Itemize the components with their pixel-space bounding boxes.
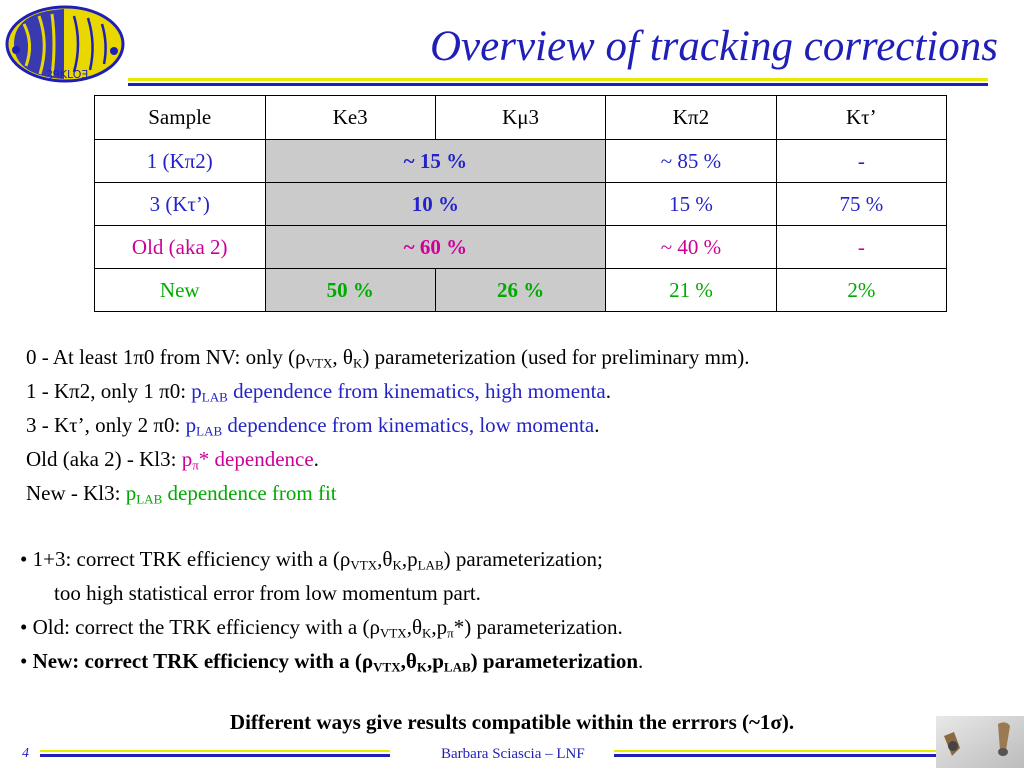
ktau-cell: 2% [775,268,948,312]
table-header-row: Sample Ke3 Kμ3 Kπ2 Kτ’ [94,95,948,140]
ktau-cell: 75 % [775,182,948,226]
title-rule [128,78,988,86]
results-table: Sample Ke3 Kμ3 Kπ2 Kτ’ 1 (Kπ2) ~ 15 % ~ … [94,95,948,312]
note-1: 1 - Kπ2, only 1 π0: pLAB dependence from… [26,379,611,405]
ktau-cell: - [775,225,948,269]
row-label: 1 (Kπ2) [94,139,266,183]
conclusion: Different ways give results compatible w… [229,710,795,734]
note-3: 3 - Kτ’, only 2 π0: pLAB dependence from… [26,413,600,439]
kpi2-cell: ~ 40 % [605,225,777,269]
table-row: New 50 % 26 % 21 % 2% [94,268,948,312]
page-number: 4 [22,746,29,761]
footer-rule-left [40,750,390,758]
bullet-2: • Old: correct the TRK efficiency with a… [20,615,623,641]
kloe-detector-icon [936,716,1024,768]
table-row: 1 (Kπ2) ~ 15 % ~ 85 % - [94,139,948,183]
kloe-logo-icon: ȜᑫKLOƎ [5,5,125,83]
ke3-kmu3-cell: ~ 15 % [264,139,607,183]
table-row: 3 (Kτ’) 10 % 15 % 75 % [94,182,948,226]
bullet-1: • 1+3: correct TRK efficiency with a (ρV… [20,547,603,573]
kmu3-cell: 26 % [434,268,607,312]
header-cell-sample: Sample [94,95,266,140]
ke3-cell: 50 % [264,268,436,312]
logo-text: ȜᑫKLOƎ [46,68,88,81]
note-0: 0 - At least 1π0 from NV: only (ρVTX, θK… [26,345,750,371]
kpi2-cell: ~ 85 % [605,139,777,183]
kpi2-cell: 21 % [605,268,777,312]
bullet-3: • New: correct TRK efficiency with a (ρV… [20,649,644,675]
ke3-kmu3-cell: ~ 60 % [264,225,607,269]
bullet-1-continuation: too high statistical error from low mome… [54,581,481,605]
kpi2-cell: 15 % [605,182,777,226]
header-cell-ke3: Ke3 [264,95,436,140]
footer-rule-right [614,750,936,758]
header-cell-kmu3: Kμ3 [434,95,607,140]
row-label: Old (aka 2) [94,225,266,269]
row-label: New [94,268,266,312]
row-label: 3 (Kτ’) [94,182,266,226]
corner-image [936,716,1024,768]
slide-title: Overview of tracking corrections [429,23,998,70]
note-new: New - Kl3: pLAB dependence from fit [26,481,337,507]
ktau-cell: - [775,139,948,183]
footer-author: Barbara Sciascia – LNF [441,746,585,762]
note-old: Old (aka 2) - Kl3: pπ* dependence. [26,447,319,473]
kloe-logo: ȜᑫKLOƎ [4,4,126,84]
header-cell-kpi2: Kπ2 [605,95,777,140]
bullet-list: • 1+3: correct TRK efficiency with a (ρV… [20,542,643,678]
ke3-kmu3-cell: 10 % [264,182,607,226]
sample-notes: 0 - At least 1π0 from NV: only (ρVTX, θK… [26,340,750,510]
table-row: Old (aka 2) ~ 60 % ~ 40 % - [94,225,948,269]
header-cell-ktau: Kτ’ [775,95,948,140]
